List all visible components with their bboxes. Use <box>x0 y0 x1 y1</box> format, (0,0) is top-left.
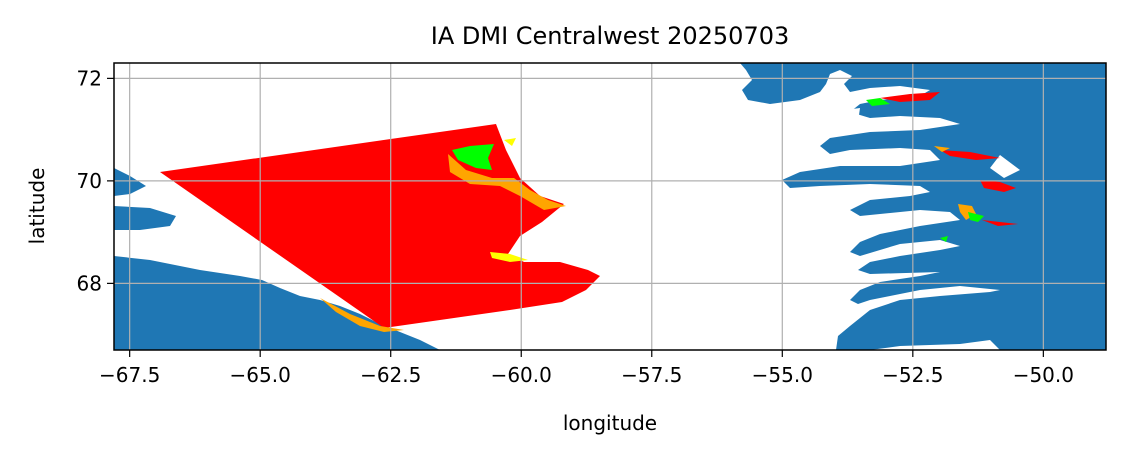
ice-region-red <box>940 150 1000 160</box>
baffin-land <box>114 206 176 230</box>
gridlines <box>114 63 1106 350</box>
ice-region-green <box>866 98 890 106</box>
x-tick-label: −55.0 <box>752 363 813 387</box>
map-area <box>114 63 1106 350</box>
x-tick-label: −50.0 <box>1013 363 1074 387</box>
fjord <box>830 108 860 126</box>
x-tick-label: −52.5 <box>882 363 943 387</box>
y-axis: 68 70 72 <box>77 66 114 295</box>
y-tick-label: 72 <box>77 66 102 90</box>
y-axis-title: latitude <box>25 168 49 245</box>
ice-region-yellow <box>504 138 516 146</box>
plot-frame <box>113 62 1107 351</box>
x-axis: −67.5 −65.0 −62.5 −60.0 −57.5 −55.0 −52.5 −50.0 <box>99 350 1074 387</box>
ice-region-green <box>940 236 948 242</box>
baffin-land <box>114 256 440 350</box>
x-tick-label: −57.5 <box>621 363 682 387</box>
ice-region-red <box>880 92 940 102</box>
ice-region-green <box>452 144 494 170</box>
x-tick-label: −62.5 <box>360 363 421 387</box>
x-axis-title: longitude <box>563 411 657 435</box>
ice-region-yellow <box>490 252 528 262</box>
y-tick-label: 70 <box>77 169 102 193</box>
fjord <box>990 155 1020 178</box>
x-tick-label: −65.0 <box>230 363 291 387</box>
ice-region-orange <box>448 154 566 210</box>
ice-region-red <box>982 220 1018 226</box>
ice-region-orange <box>934 146 950 152</box>
y-tick-label: 68 <box>77 271 102 295</box>
chart-title: IA DMI Centralwest 20250703 <box>431 22 790 50</box>
x-tick-label: −60.0 <box>491 363 552 387</box>
ice-region-red <box>980 180 1016 192</box>
ice-region-red <box>160 124 600 328</box>
x-tick-label: −67.5 <box>99 363 160 387</box>
ice-region-orange <box>320 298 404 332</box>
ice-region-green <box>968 212 984 222</box>
greenland-land <box>740 63 1106 350</box>
